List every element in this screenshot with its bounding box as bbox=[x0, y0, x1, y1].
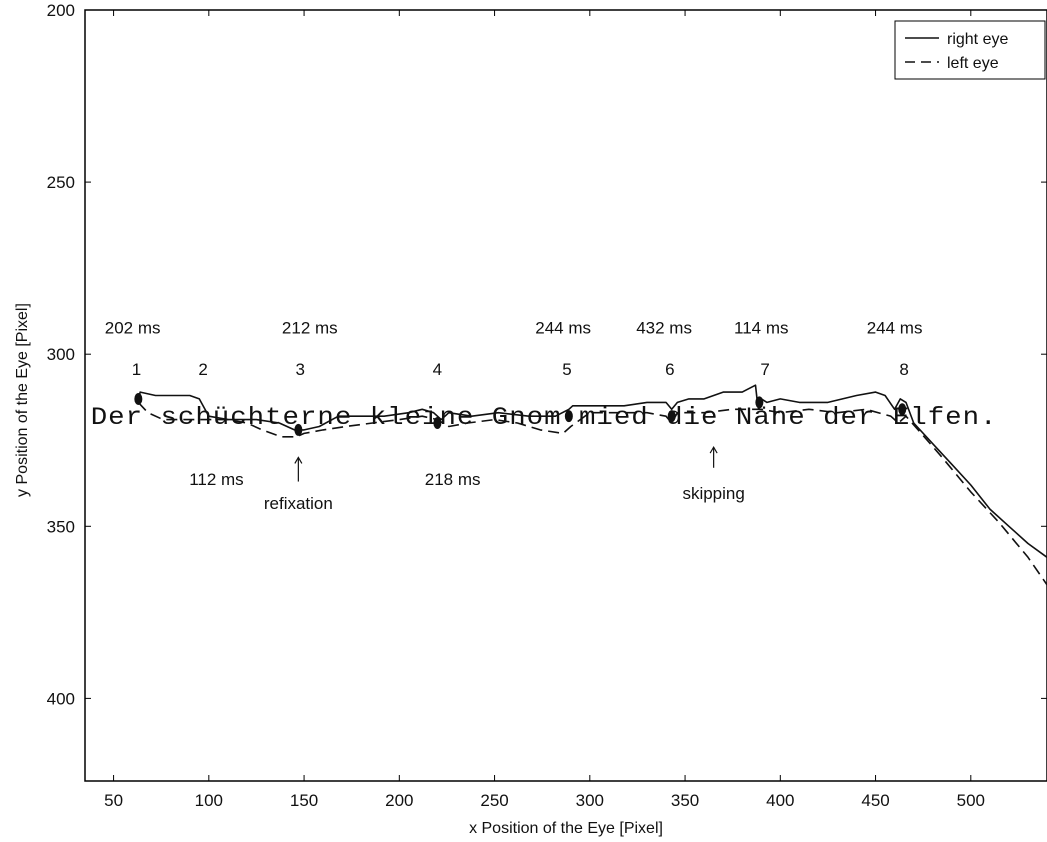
fixation-number: 3 bbox=[296, 360, 305, 379]
left-eye-line bbox=[137, 401, 1047, 586]
fixation-marker bbox=[294, 423, 303, 436]
x-tick-label: 450 bbox=[861, 791, 889, 810]
fixation-marker bbox=[667, 410, 676, 423]
x-tick-label: 100 bbox=[195, 791, 223, 810]
x-tick-label: 250 bbox=[480, 791, 508, 810]
fixation-duration: 112 ms bbox=[189, 470, 244, 489]
fixation-duration: 244 ms bbox=[867, 319, 923, 338]
legend: right eye left eye bbox=[894, 20, 1046, 80]
fixation-marker bbox=[134, 392, 143, 405]
y-tick-label: 250 bbox=[47, 173, 75, 192]
annotation-arrow-head bbox=[709, 445, 718, 454]
annotation-arrow-head bbox=[294, 456, 303, 464]
fixation-number: 7 bbox=[760, 360, 769, 379]
legend-box bbox=[894, 20, 1046, 80]
y-tick-label: 350 bbox=[47, 517, 75, 536]
fixation-duration: 212 ms bbox=[282, 319, 338, 338]
fixation-marker bbox=[564, 410, 573, 423]
y-axis-title: y Position of the Eye [Pixel] bbox=[14, 303, 31, 497]
y-tick-label: 400 bbox=[47, 689, 75, 708]
legend-label: left eye bbox=[947, 55, 999, 72]
y-tick-label: 300 bbox=[47, 345, 75, 364]
legend-label: right eye bbox=[947, 31, 1008, 48]
x-tick-label: 150 bbox=[290, 791, 318, 810]
fixation-number: 1 bbox=[132, 360, 141, 379]
fixation-number: 4 bbox=[433, 360, 442, 379]
annotation-label: refixation bbox=[264, 494, 333, 513]
fixation-duration: 218 ms bbox=[425, 470, 481, 489]
x-tick-label: 50 bbox=[104, 791, 123, 810]
fixation-number: 8 bbox=[899, 360, 908, 379]
fixation-marker bbox=[898, 403, 907, 416]
plot-frame bbox=[84, 9, 1047, 782]
fixation-marker bbox=[755, 396, 764, 409]
x-tick-label: 400 bbox=[766, 791, 794, 810]
fixation-number: 6 bbox=[665, 360, 674, 379]
stimulus-sentence: Der schüchterne kleine Gnom mied die Näh… bbox=[91, 403, 998, 432]
y-tick-label: 200 bbox=[47, 1, 75, 20]
fixation-marker bbox=[433, 417, 442, 430]
fixation-number: 2 bbox=[198, 360, 207, 379]
fixation-number: 5 bbox=[562, 360, 571, 379]
fixation-duration: 432 ms bbox=[636, 319, 692, 338]
fixation-duration: 244 ms bbox=[535, 319, 591, 338]
fixation-duration: 114 ms bbox=[734, 319, 789, 338]
fixation-duration: 202 ms bbox=[105, 319, 161, 338]
x-tick-label: 350 bbox=[671, 791, 699, 810]
x-tick-label: 200 bbox=[385, 791, 413, 810]
x-axis-title: x Position of the Eye [Pixel] bbox=[469, 820, 663, 837]
x-tick-label: 300 bbox=[576, 791, 604, 810]
x-tick-label: 500 bbox=[957, 791, 985, 810]
annotation-label: skipping bbox=[682, 484, 744, 503]
